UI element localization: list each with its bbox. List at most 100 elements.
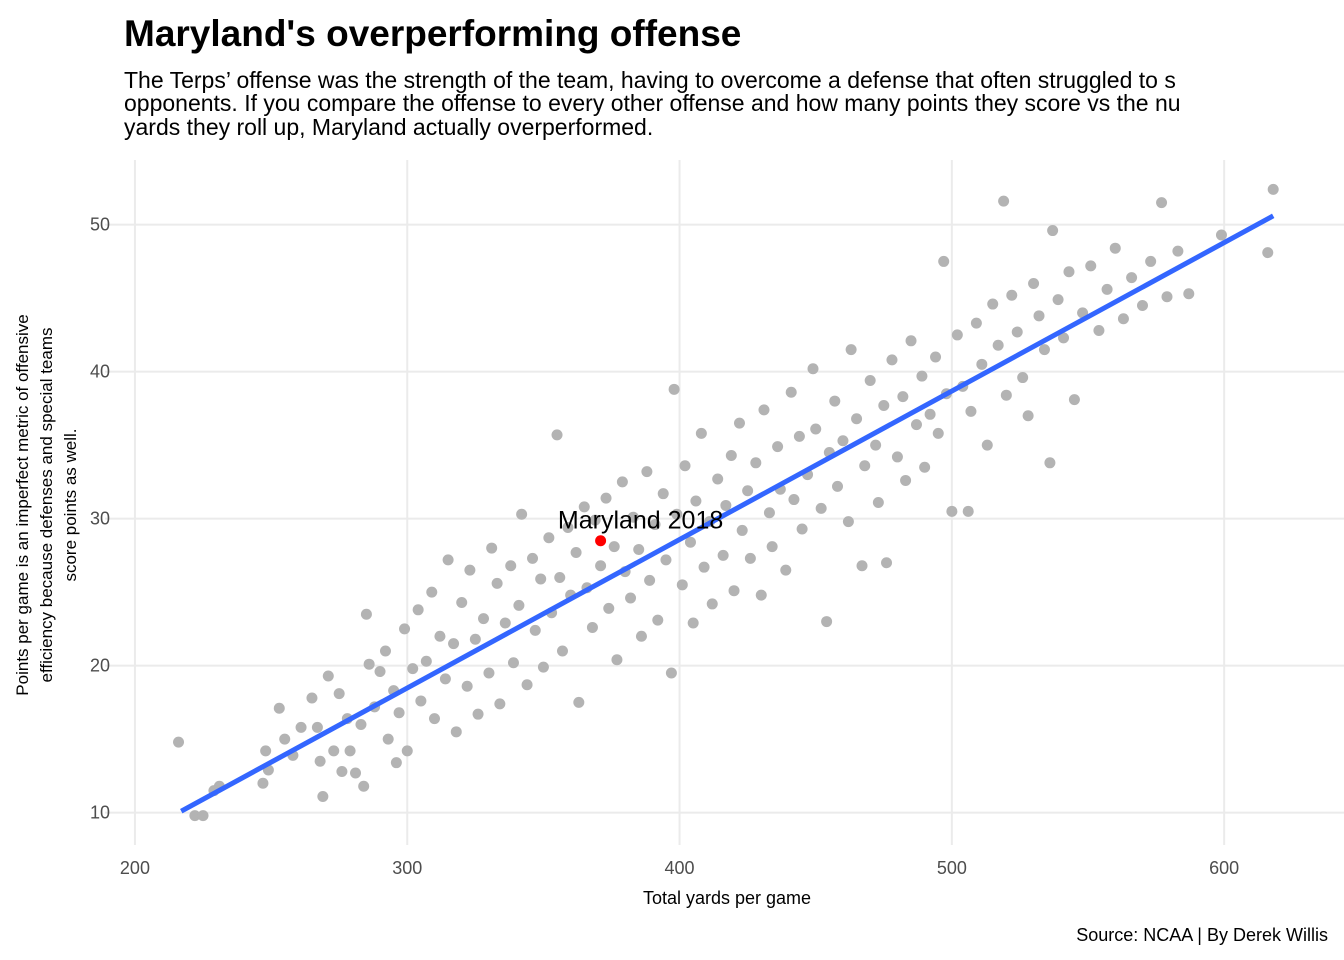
trend-line — [180, 213, 1275, 814]
point — [1215, 229, 1227, 241]
point — [821, 616, 833, 628]
point — [758, 404, 770, 416]
point — [311, 721, 323, 733]
point — [1109, 242, 1121, 254]
point — [426, 586, 438, 598]
point — [755, 589, 767, 601]
point — [1126, 272, 1138, 284]
point — [260, 745, 272, 757]
point — [328, 745, 340, 757]
point — [521, 679, 533, 691]
point — [401, 745, 413, 757]
point — [793, 430, 805, 442]
point — [494, 698, 506, 710]
point — [962, 505, 974, 517]
point — [603, 602, 615, 614]
point — [750, 457, 762, 469]
point — [507, 657, 519, 669]
point — [535, 573, 547, 585]
point — [810, 423, 822, 435]
point — [570, 546, 582, 558]
point — [295, 721, 307, 733]
point — [772, 441, 784, 453]
point — [981, 439, 993, 451]
point — [1156, 197, 1168, 209]
point — [450, 726, 462, 738]
point — [434, 630, 446, 642]
point — [992, 339, 1004, 351]
y-axis-label: Points per game is an imperfect metric o… — [13, 314, 32, 695]
point — [649, 519, 661, 531]
point — [919, 461, 931, 473]
point — [1017, 372, 1029, 384]
point — [379, 645, 391, 657]
point — [529, 624, 541, 636]
point — [556, 645, 568, 657]
point — [815, 502, 827, 514]
point — [1022, 410, 1034, 422]
point — [527, 552, 539, 564]
point — [390, 757, 402, 769]
point — [516, 508, 528, 520]
point — [905, 335, 917, 347]
x-axis-label: Total yards per game — [643, 888, 811, 908]
point — [891, 451, 903, 463]
point — [1052, 294, 1064, 306]
point — [393, 707, 405, 719]
point — [1161, 291, 1173, 303]
point — [1117, 313, 1129, 325]
point — [924, 408, 936, 420]
point — [600, 492, 612, 504]
point — [684, 536, 696, 548]
point — [333, 688, 345, 700]
point — [1145, 255, 1157, 267]
point — [695, 427, 707, 439]
point — [578, 501, 590, 513]
point — [355, 718, 367, 730]
point — [720, 499, 732, 511]
point — [1028, 277, 1040, 289]
point — [279, 733, 291, 745]
point — [881, 557, 893, 569]
point — [728, 585, 740, 597]
point — [1044, 457, 1056, 469]
point — [665, 667, 677, 679]
y-tick-label: 30 — [90, 509, 110, 529]
point — [676, 579, 688, 591]
x-tick-label: 500 — [937, 858, 967, 878]
point — [1085, 260, 1097, 272]
point — [717, 549, 729, 561]
point — [660, 554, 672, 566]
point — [448, 638, 460, 650]
point — [1000, 389, 1012, 401]
point — [1033, 310, 1045, 322]
point — [554, 571, 566, 583]
point — [796, 523, 808, 535]
point — [763, 507, 775, 519]
point — [407, 663, 419, 675]
point — [900, 474, 912, 486]
y-tick-label: 50 — [90, 215, 110, 235]
point — [1136, 300, 1148, 312]
subtitle: opponents. If you compare the offense to… — [124, 90, 1181, 116]
point — [807, 363, 819, 375]
point — [491, 577, 503, 589]
point — [586, 621, 598, 633]
point — [998, 195, 1010, 207]
point — [616, 476, 628, 488]
point — [698, 561, 710, 573]
point — [938, 255, 950, 267]
x-tick-label: 600 — [1209, 858, 1239, 878]
y-tick-label: 20 — [90, 656, 110, 676]
point — [314, 755, 326, 767]
point — [1068, 394, 1080, 406]
point — [1047, 225, 1059, 237]
point — [837, 435, 849, 447]
y-tick-label: 10 — [90, 803, 110, 823]
point — [851, 413, 863, 425]
point — [543, 532, 555, 544]
point — [736, 524, 748, 536]
y-axis-label: score points as well. — [61, 428, 80, 581]
point — [687, 617, 699, 629]
point — [415, 695, 427, 707]
